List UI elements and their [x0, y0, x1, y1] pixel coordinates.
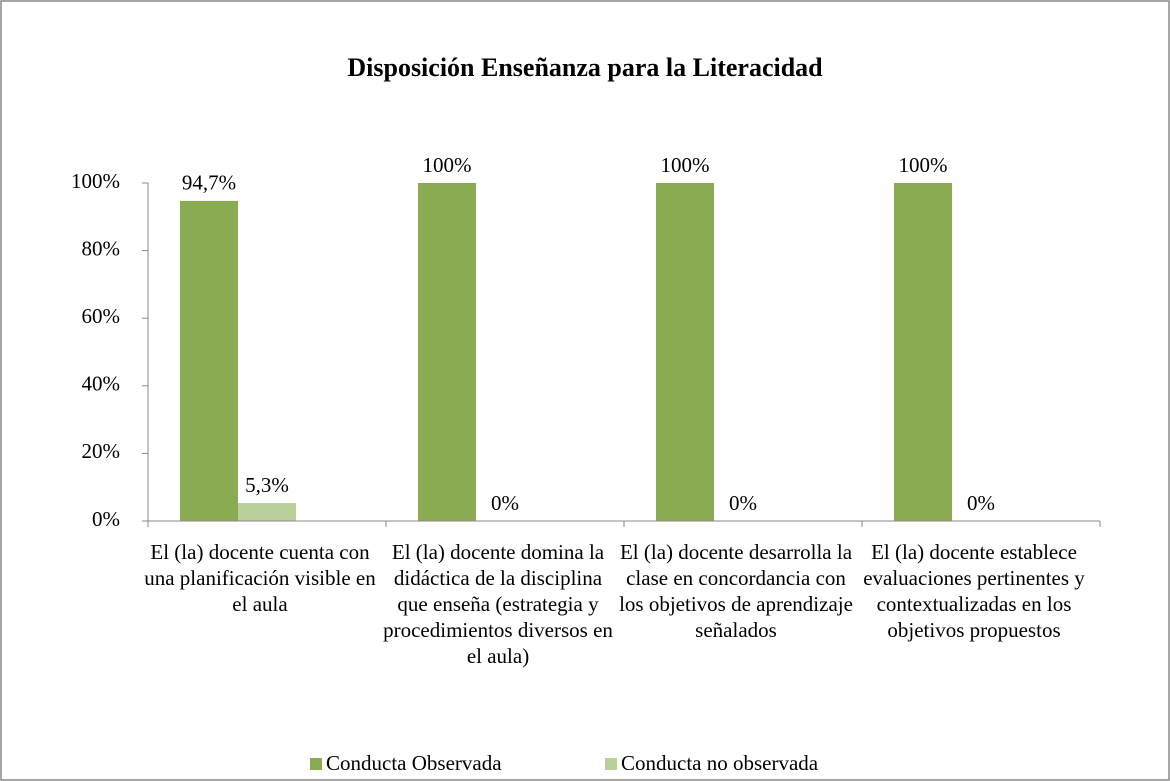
y-tick-label: 80% [82, 236, 121, 260]
data-label: 0% [491, 491, 519, 515]
x-tick-label: El (la) docente establece evaluaciones p… [863, 540, 1085, 642]
chart-title: Disposición Enseñanza para la Literacida… [347, 53, 823, 82]
data-label: 94,7% [182, 171, 236, 195]
data-label: 0% [729, 491, 757, 515]
data-label: 100% [423, 153, 472, 177]
y-tick-label: 20% [82, 439, 121, 463]
legend-swatch [310, 758, 322, 770]
x-tick-label: El (la) docente cuenta con una planifica… [144, 540, 376, 616]
y-tick-label: 0% [92, 507, 120, 531]
data-label: 0% [967, 491, 995, 515]
bar [656, 183, 714, 521]
x-tick-label: El (la) docente domina la didáctica de l… [383, 540, 613, 668]
bar [418, 183, 476, 521]
legend-label: Conducta Observada [326, 751, 502, 775]
y-tick-label: 60% [82, 304, 121, 328]
data-label: 100% [661, 153, 710, 177]
data-label: 100% [899, 153, 948, 177]
x-tick-label: El (la) docente desarrolla la clase en c… [619, 540, 853, 642]
legend-swatch [605, 758, 617, 770]
bar [894, 183, 952, 521]
y-tick-label: 100% [71, 169, 120, 193]
legend-label: Conducta no observada [621, 751, 819, 775]
bar [180, 200, 238, 521]
bar [238, 503, 296, 521]
y-tick-label: 40% [82, 372, 121, 396]
data-label: 5,3% [245, 473, 289, 497]
